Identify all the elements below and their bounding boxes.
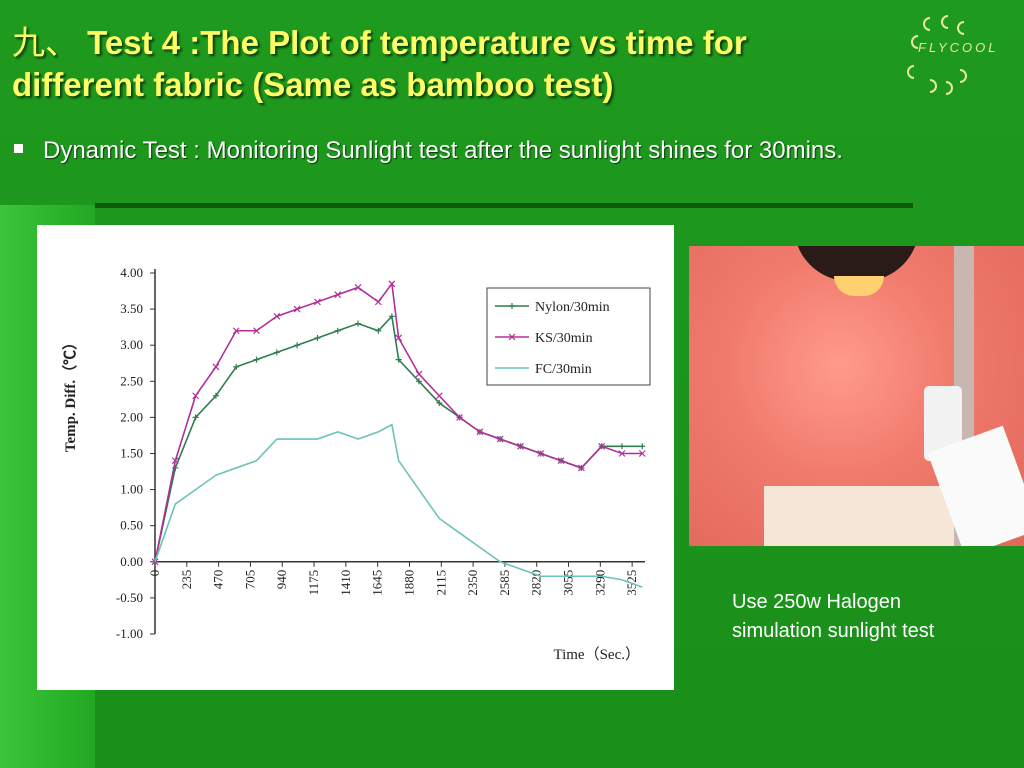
y-tick-label: 2.50: [120, 373, 143, 388]
marker: [232, 327, 240, 335]
bullet-square: [14, 144, 23, 154]
marker: [273, 349, 280, 356]
marker: [395, 356, 402, 363]
x-tick-label: 1645: [370, 570, 385, 596]
marker: [355, 320, 362, 327]
marker: [314, 298, 321, 306]
title-prefix: 九、: [12, 24, 78, 61]
y-tick-label: -1.00: [116, 626, 143, 641]
marker: [456, 413, 463, 421]
marker: [509, 303, 515, 309]
series-line: [154, 423, 643, 588]
divider: [95, 203, 913, 208]
marker: [496, 435, 504, 443]
marker: [395, 334, 403, 342]
x-tick-label: 1175: [306, 570, 321, 596]
x-tick-label: 1880: [401, 570, 416, 596]
y-tick-label: 3.00: [120, 337, 143, 352]
chart: 4.00 3.50 3.00 2.50 2.00 1.50 1.00 0.50 0.00 -0.5…: [61, 265, 651, 663]
x-tick-label: 0: [147, 570, 162, 577]
y-tick-label: 0.50: [120, 518, 143, 533]
bullet-text: Dynamic Test : Monitoring Sunlight test …: [43, 137, 843, 164]
marker: [436, 399, 443, 406]
marker: [212, 363, 220, 371]
legend-label: KS/30min: [535, 331, 593, 346]
marker: [638, 450, 646, 457]
marker: [294, 342, 301, 349]
marker: [192, 392, 200, 400]
marker: [618, 450, 626, 457]
marker: [293, 305, 301, 313]
marker: [388, 280, 396, 288]
x-tick-label: 2820: [529, 570, 544, 596]
marker: [253, 327, 260, 335]
marker: [598, 442, 606, 450]
y-tick-label: -0.50: [116, 590, 143, 605]
title-line: Test 4 :The Plot of temperature vs time …: [87, 24, 747, 61]
x-tick-label: 705: [242, 570, 257, 590]
y-tick-label: 3.50: [120, 301, 143, 316]
lamp-light: [834, 276, 884, 296]
marker: [334, 327, 341, 334]
marker: [435, 392, 443, 400]
caption-line: Use 250w Halogen: [732, 591, 901, 613]
x-axis-label: Time（Sec.）: [553, 646, 640, 663]
marker: [171, 457, 179, 465]
marker: [273, 312, 281, 320]
x-tick-label: 1410: [338, 570, 353, 596]
x-tick-label: 470: [211, 570, 226, 590]
marker: [212, 392, 219, 399]
marker: [374, 298, 382, 306]
caption-line: simulation sunlight test: [732, 620, 935, 642]
x-tick-label: 3290: [592, 570, 607, 596]
marker: [354, 284, 362, 291]
marker: [577, 464, 585, 472]
marker: [517, 442, 524, 450]
marker: [253, 356, 260, 363]
marker: [334, 291, 342, 299]
marker: [618, 443, 625, 450]
caption: Use 250w Halogen simulation sunlight tes…: [732, 588, 934, 646]
marker: [314, 334, 321, 341]
legend-label: FC/30min: [535, 362, 592, 377]
marker: [415, 370, 423, 378]
marker: [639, 443, 646, 450]
legend-label: Nylon/30min: [535, 300, 610, 315]
block: [764, 486, 954, 546]
marker: [375, 327, 382, 334]
marker: [476, 428, 484, 436]
marker: [415, 378, 422, 385]
x-tick-label: 2585: [497, 570, 512, 596]
x-tick-label: 2350: [465, 570, 480, 596]
photo: [689, 246, 1024, 546]
chart-panel: 4.00 3.50 3.00 2.50 2.00 1.50 1.00 0.50 0.00 -0.5…: [37, 225, 674, 690]
series-line: [154, 281, 643, 562]
marker: [388, 313, 395, 320]
y-tick-label: 4.00: [120, 265, 143, 280]
x-tick-label: 940: [274, 570, 289, 590]
bullet: Dynamic Test : Monitoring Sunlight test …: [14, 137, 843, 165]
y-axis-label: Temp. Diff.（℃）: [61, 335, 79, 452]
marker: [508, 333, 516, 341]
marker: [537, 450, 545, 457]
x-tick-label: 2115: [433, 570, 448, 596]
logo-text: FLYCOOL: [918, 40, 999, 55]
x-tick-label: 235: [179, 570, 194, 590]
y-tick-label: 1.50: [120, 446, 143, 461]
slide-title: 九、 Test 4 :The Plot of temperature vs ti…: [12, 22, 747, 106]
marker: [557, 457, 565, 465]
y-tick-label: 0.00: [120, 554, 143, 569]
logo-mark: [907, 15, 967, 95]
title-line: different fabric (Same as bamboo test): [12, 66, 614, 103]
y-tick-label: 1.00: [120, 482, 143, 497]
marker: [192, 414, 199, 421]
x-tick-label: 3055: [561, 570, 576, 596]
marker: [233, 363, 240, 370]
y-tick-label: 2.00: [120, 409, 143, 424]
